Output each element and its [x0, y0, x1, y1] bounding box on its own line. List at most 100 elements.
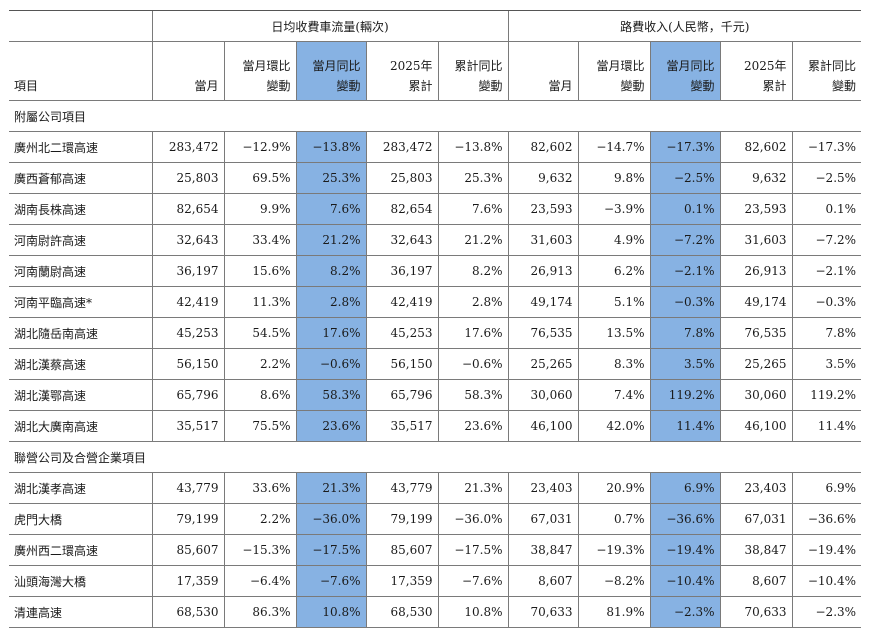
cell-r-yoy: −17.3% [649, 131, 721, 163]
cell-t-yoy: −13.8% [295, 131, 366, 163]
table-row: 廣州北二環高速 283,472 −12.9% −13.8% 283,472 −13.8% 8… [9, 131, 862, 163]
cell-t-mom: 15.6% [223, 255, 296, 287]
cell-t-cum: −17.5% [437, 534, 509, 566]
cell-t-month: 42,419 [151, 286, 224, 318]
cell-r-ytd: 67,031 [719, 503, 793, 535]
traffic-ytd-label-line2: 累計 [408, 79, 433, 93]
table-row: 河南蘭尉高速 36,197 15.6% 8.2% 36,197 8.2% 26,913 6.2… [9, 255, 862, 287]
cell-t-month: 25,803 [151, 162, 224, 194]
cell-t-cum: 10.8% [437, 596, 509, 628]
cell-r-month: 46,100 [507, 410, 579, 442]
revenue-yoy-header: 當月同比 變動 [649, 41, 721, 101]
cell-t-yoy: −7.6% [295, 565, 366, 597]
row-item-name: 廣州北二環高速 [9, 131, 152, 163]
row-item-name: 清連高速 [9, 596, 152, 628]
cell-r-yoy: −7.2% [649, 224, 721, 256]
table-body: 附屬公司項目 廣州北二環高速 283,472 −12.9% −13.8% 283,472−… [9, 100, 862, 628]
cell-r-mom: 42.0% [577, 410, 651, 442]
cell-r-mom: 6.2% [577, 255, 651, 287]
cell-r-mom: 9.8% [577, 162, 651, 194]
cell-t-ytd: 45,253 [365, 317, 438, 349]
cell-t-month: 17,359 [151, 565, 224, 597]
traffic-yoy-header: 當月同比 變動 [295, 41, 366, 101]
cell-t-cum: 21.3% [437, 472, 509, 504]
cell-r-ytd: 8,607 [719, 565, 793, 597]
traffic-ytd-label-line1: 2025年 [389, 59, 433, 73]
cell-t-mom: 11.3% [223, 286, 296, 318]
table-row: 汕頭海灣大橋 17,359 −6.4% −7.6% 17,359 −7.6% 8,607 −8… [9, 565, 862, 597]
cell-t-mom: 8.6% [223, 379, 296, 411]
cell-t-month: 43,779 [151, 472, 224, 504]
traffic-yoy-label-line2: 變動 [336, 79, 361, 93]
cell-t-cum: −13.8% [437, 131, 509, 163]
table-row: 湖北隨岳南高速 45,253 54.5% 17.6% 45,253 17.6% 76,535… [9, 317, 862, 349]
cell-r-month: 76,535 [507, 317, 579, 349]
cell-t-ytd: 283,472 [365, 131, 438, 163]
cell-t-cum: 7.6% [437, 193, 509, 225]
table-row: 虎門大橋 79,199 2.2% −36.0% 79,199 −36.0% 67,031 0.… [9, 503, 862, 535]
cell-t-cum: 23.6% [437, 410, 509, 442]
table-row: 湖北漢鄂高速 65,796 8.6% 58.3% 65,796 58.3% 30,060 7.… [9, 379, 862, 411]
cell-r-mom: 7.4% [577, 379, 651, 411]
row-item-name: 湖北漢鄂高速 [9, 379, 152, 411]
row-item-name: 湖南長株高速 [9, 193, 152, 225]
table-row: 湖北大廣南高速 35,517 75.5% 23.6% 35,517 23.6% 46,100… [9, 410, 862, 442]
cell-t-yoy: 21.3% [295, 472, 366, 504]
revenue-cum-label-line2: 變動 [832, 79, 857, 93]
revenue-yoy-label-line1: 當月同比 [666, 59, 715, 73]
traffic-mom-label-line1: 當月環比 [242, 59, 291, 73]
cell-r-yoy: −2.1% [649, 255, 721, 287]
row-item-name: 河南尉許高速 [9, 224, 152, 256]
cell-r-yoy: −2.3% [649, 596, 721, 628]
cell-t-cum: −36.0% [437, 503, 509, 535]
row-item-name: 湖北大廣南高速 [9, 410, 152, 442]
revenue-mom-header: 當月環比 變動 [577, 41, 651, 101]
cell-r-mom: 20.9% [577, 472, 651, 504]
traffic-mom-header: 當月環比 變動 [223, 41, 296, 101]
cell-t-ytd: 85,607 [365, 534, 438, 566]
cell-t-ytd: 42,419 [365, 286, 438, 318]
row-item-name: 湖北隨岳南高速 [9, 317, 152, 349]
row-item-name: 廣州西二環高速 [9, 534, 152, 566]
cell-t-month: 45,253 [151, 317, 224, 349]
cell-t-yoy: 10.8% [295, 596, 366, 628]
revenue-month-label: 當月 [548, 79, 573, 93]
cell-r-ytd: 70,633 [719, 596, 793, 628]
item-column-header: 項目 [9, 41, 152, 101]
section-title: 附屬公司項目 [9, 100, 862, 132]
cell-r-cum: 0.1% [791, 193, 862, 225]
revenue-ytd-label-line1: 2025年 [743, 59, 787, 73]
cell-r-cum: 119.2% [791, 379, 862, 411]
cell-r-cum: −2.5% [791, 162, 862, 194]
cell-r-month: 67,031 [507, 503, 579, 535]
row-item-name: 河南蘭尉高速 [9, 255, 152, 287]
cell-t-yoy: 2.8% [295, 286, 366, 318]
cell-r-ytd: 76,535 [719, 317, 793, 349]
cell-t-mom: 54.5% [223, 317, 296, 349]
cell-r-mom: −3.9% [577, 193, 651, 225]
cell-t-ytd: 82,654 [365, 193, 438, 225]
cell-t-mom: 69.5% [223, 162, 296, 194]
cell-t-mom: −12.9% [223, 131, 296, 163]
cell-t-month: 85,607 [151, 534, 224, 566]
cell-r-cum: 3.5% [791, 348, 862, 380]
cell-t-ytd: 68,530 [365, 596, 438, 628]
cell-r-yoy: −10.4% [649, 565, 721, 597]
cell-r-yoy: 7.8% [649, 317, 721, 349]
section-title: 聯營公司及合營企業項目 [9, 441, 862, 473]
cell-r-cum: −0.3% [791, 286, 862, 318]
cell-r-ytd: 82,602 [719, 131, 793, 163]
cell-r-month: 25,265 [507, 348, 579, 380]
cell-t-cum: 21.2% [437, 224, 509, 256]
cell-t-ytd: 65,796 [365, 379, 438, 411]
cell-t-month: 65,796 [151, 379, 224, 411]
cell-t-yoy: 58.3% [295, 379, 366, 411]
cell-t-yoy: 21.2% [295, 224, 366, 256]
row-item-name: 廣西蒼郁高速 [9, 162, 152, 194]
cell-r-ytd: 23,593 [719, 193, 793, 225]
revenue-cum-header: 累計同比 變動 [791, 41, 862, 101]
cell-t-ytd: 32,643 [365, 224, 438, 256]
traffic-cum-header: 累計同比 變動 [437, 41, 509, 101]
cell-r-month: 30,060 [507, 379, 579, 411]
cell-r-month: 82,602 [507, 131, 579, 163]
